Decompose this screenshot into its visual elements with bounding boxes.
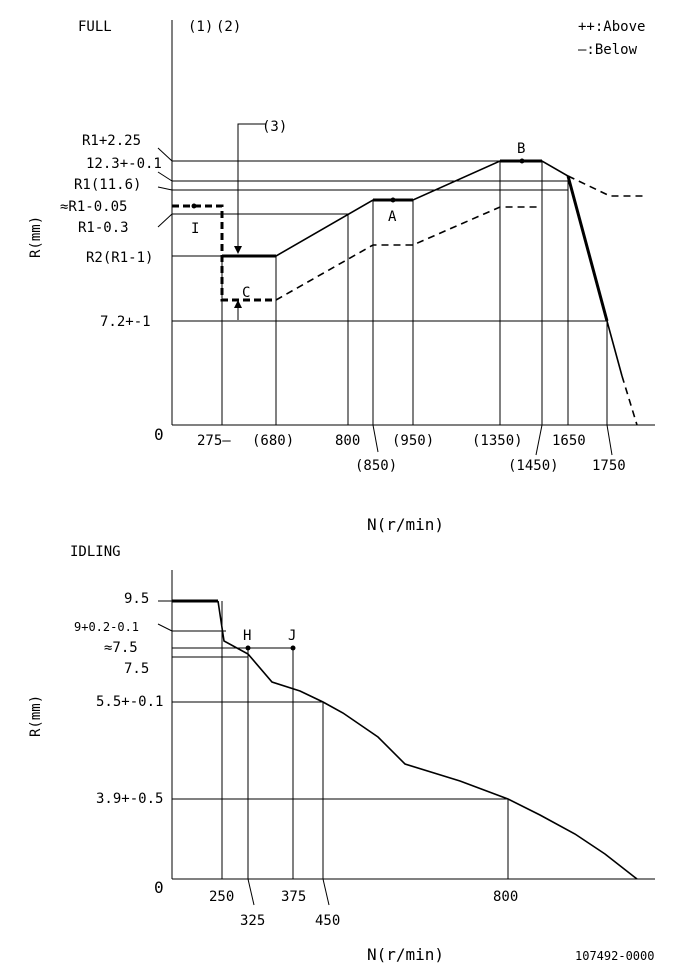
xtick-275: 275— — [197, 433, 231, 449]
leader-1750 — [606, 424, 613, 456]
idling-x-axis-label: N(r/min) — [367, 945, 444, 964]
full-lower-bold-segment — [172, 204, 276, 302]
full-x-axis-label: N(r/min) — [367, 515, 444, 534]
ytick-r1-0-3: R1-0.3 — [78, 220, 129, 236]
point-c-label: C — [242, 285, 250, 301]
ytick-r1-2-25: R1+2.25 — [82, 133, 141, 149]
leader-1450 — [535, 424, 543, 456]
point-h-marker — [245, 645, 251, 651]
xtick-850: (850) — [355, 458, 397, 474]
full-upper-curve — [275, 160, 623, 377]
note-3: (3) — [262, 119, 287, 135]
note-2: (2) — [216, 19, 241, 35]
idl-ytick-3-9: 3.9+-0.5 — [96, 791, 163, 807]
ytick-r1-0-05: ≈R1-0.05 — [60, 199, 127, 215]
full-upper-dashed-extension — [567, 175, 645, 197]
idl-xtick-325: 325 — [240, 913, 265, 929]
idling-curve — [217, 600, 638, 880]
full-lower-dashed-curve — [275, 206, 542, 301]
xtick-1750: 1750 — [592, 458, 626, 474]
full-chart: FULL (1) (2) ++:Above —:Below 0 — [28, 19, 655, 534]
full-droop-dashed-tail — [621, 375, 638, 426]
idling-chart: IDLING 0 9.5 9+0.2-0.1 ≈7.5 7.5 5.5+-0.1… — [28, 544, 655, 964]
note-1: (1) — [188, 19, 213, 35]
idl-ytick-7-5: 7.5 — [124, 661, 149, 677]
idl-leader-450 — [322, 878, 330, 906]
idl-ytick-approx-7-5: ≈7.5 — [104, 640, 138, 656]
ytick-r2: R2(R1-1) — [86, 250, 153, 266]
idl-ytick-9-5: 9.5 — [124, 591, 149, 607]
leader-r1-2-25 — [157, 147, 173, 162]
idl-ytick-9: 9+0.2-0.1 — [74, 620, 139, 634]
note-3-leader — [237, 123, 266, 252]
xtick-680: (680) — [252, 433, 294, 449]
note-3-arrowhead — [234, 246, 242, 254]
full-droop-bold-segment — [566, 175, 609, 322]
xtick-950: (950) — [392, 433, 434, 449]
point-i-marker — [191, 203, 197, 209]
idl-xtick-375: 375 — [281, 889, 306, 905]
idl-ytick-5-5: 5.5+-0.1 — [96, 694, 163, 710]
point-a-marker — [390, 197, 396, 203]
point-i-label: I — [191, 221, 199, 237]
point-j-marker — [290, 645, 296, 651]
idl-leader-325 — [247, 878, 255, 906]
xtick-1650: 1650 — [552, 433, 586, 449]
idl-xtick-800: 800 — [493, 889, 518, 905]
point-a-label: A — [388, 209, 397, 225]
idl-xtick-250: 250 — [209, 889, 234, 905]
point-h-label: H — [243, 628, 251, 644]
point-j-label: J — [288, 628, 296, 644]
idling-y-axis-label: R(mm) — [28, 695, 44, 737]
leader-r1 — [157, 186, 173, 191]
leader-850 — [372, 424, 379, 453]
idling-origin-label: 0 — [154, 878, 164, 897]
leader-r1-0-3 — [157, 213, 173, 228]
point-c-arrowhead — [234, 300, 242, 308]
ytick-r1: R1(11.6) — [74, 177, 141, 193]
idling-chart-title: IDLING — [70, 544, 121, 560]
figure-id: 107492-0000 — [575, 949, 654, 963]
point-b-label: B — [517, 141, 525, 157]
leader-12-3 — [157, 171, 173, 182]
full-origin-label: 0 — [154, 425, 164, 444]
legend-above: ++:Above — [578, 19, 645, 35]
ytick-7-2: 7.2+-1 — [100, 314, 151, 330]
xtick-800: 800 — [335, 433, 360, 449]
ytick-12-3: 12.3+-0.1 — [86, 156, 162, 172]
idl-leader-9 — [157, 623, 173, 632]
full-y-axis-label: R(mm) — [28, 216, 44, 258]
idl-xtick-450: 450 — [315, 913, 340, 929]
xtick-1450: (1450) — [508, 458, 559, 474]
full-chart-title: FULL — [78, 19, 112, 35]
legend-below: —:Below — [578, 42, 638, 58]
xtick-1350: (1350) — [472, 433, 523, 449]
point-b-marker — [519, 158, 525, 164]
